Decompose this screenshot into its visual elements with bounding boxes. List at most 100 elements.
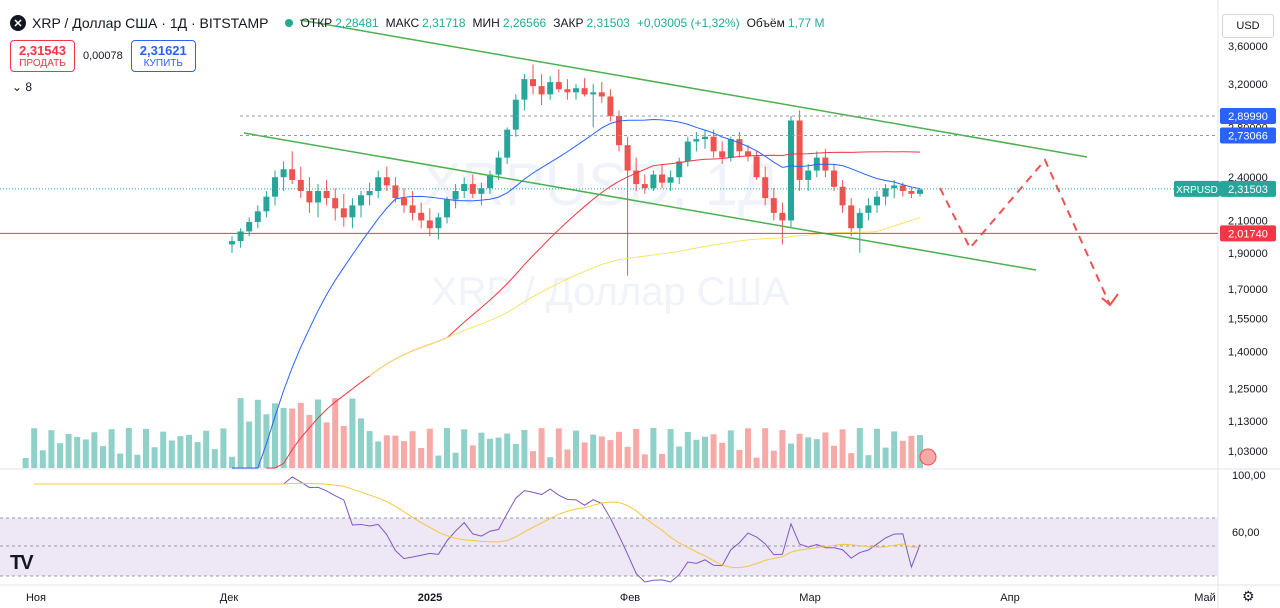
volume-bar — [349, 398, 356, 468]
candle-body — [667, 177, 674, 183]
volume-bar — [796, 433, 803, 468]
volume-bar — [211, 449, 218, 468]
volume-bar — [332, 398, 339, 468]
candle-body — [659, 174, 665, 183]
ma-blue-line — [232, 119, 921, 469]
projection-arrow-icon — [1101, 293, 1119, 307]
price-level-value: 2,01740 — [1228, 228, 1268, 240]
volume-bar — [452, 452, 459, 468]
candle-body — [254, 211, 261, 222]
volume-bar — [297, 402, 304, 468]
volume-bar — [194, 442, 201, 468]
indicators-toggle[interactable]: ⌄ 8 — [12, 80, 33, 94]
price-tick-label: 1,70000 — [1228, 284, 1268, 296]
candle-body — [504, 129, 511, 158]
volume-bar — [555, 428, 562, 468]
price-tick-label: 3,20000 — [1228, 79, 1268, 91]
volume-bar — [392, 435, 399, 468]
candle-body — [616, 115, 622, 146]
candle-body — [426, 220, 433, 229]
candle-body — [289, 169, 296, 180]
candle-body — [581, 88, 588, 95]
volume-bar — [177, 436, 184, 468]
candle-body — [702, 136, 708, 140]
volume-bar — [710, 434, 717, 468]
symbol-tag-label: XRPUSD — [1176, 185, 1218, 196]
volume-bar — [865, 455, 872, 468]
volume-bar — [874, 428, 880, 468]
candle-body — [727, 139, 734, 158]
market-status-icon — [284, 19, 293, 27]
volume-bar — [168, 440, 175, 468]
volume-bar — [254, 399, 261, 468]
volume-bar — [65, 434, 72, 468]
volume-bar — [676, 446, 683, 468]
volume-bar — [641, 454, 648, 468]
volume-bar — [581, 442, 588, 468]
candle-body — [315, 191, 321, 203]
volume-bar — [478, 432, 485, 468]
time-tick-label: Ноя — [26, 592, 46, 604]
event-flag-icon — [919, 448, 937, 466]
candle-body — [555, 82, 562, 90]
volume-bar — [108, 429, 115, 468]
volume-bar — [229, 456, 235, 468]
price-level-value: 2,31503 — [1228, 184, 1268, 196]
volume-bar — [547, 457, 554, 468]
candle-body — [676, 161, 683, 178]
candle-body — [478, 188, 485, 194]
price-level-label — [1220, 107, 1276, 124]
candle-body — [839, 186, 846, 206]
candle-body — [719, 151, 726, 158]
candle-body — [710, 136, 717, 152]
candle-body — [340, 208, 347, 218]
volume-bar — [521, 429, 528, 468]
candle-body — [848, 205, 855, 229]
chevron-down-icon: ⌄ — [12, 80, 23, 94]
symbol-title[interactable]: XRP / Доллар США · 1Д · BITSTAMP — [32, 15, 269, 31]
watermark-symbol: XRPUSD, 1Д — [421, 151, 778, 218]
candle-body — [770, 198, 777, 213]
volume-bar — [512, 443, 519, 468]
candle-body — [745, 151, 751, 157]
candle-body — [280, 169, 287, 178]
volume-bar — [91, 432, 98, 468]
time-tick-label: 2025 — [418, 592, 442, 604]
volume-bar — [667, 429, 674, 468]
volume-bar — [753, 457, 760, 468]
volume-bar — [899, 440, 906, 468]
volume-bar — [650, 428, 657, 468]
candle-body — [624, 145, 631, 171]
volume-bar — [272, 403, 278, 468]
volume-bar — [263, 414, 270, 468]
chart-header: ✕ XRP / Доллар США · 1Д · BITSTAMP ОТКР 2… — [10, 15, 829, 31]
volume-bar — [831, 445, 837, 468]
volume-bar — [504, 433, 511, 468]
volume-bar — [143, 428, 149, 468]
buy-button[interactable]: 2,31621 КУПИТЬ — [130, 40, 196, 72]
symbol-tag — [1174, 180, 1220, 197]
candle-body — [598, 92, 605, 97]
settings-gear-icon[interactable]: ⚙ — [1242, 588, 1255, 604]
volume-bar — [383, 435, 390, 468]
volume-bar — [805, 437, 812, 468]
candle-body — [375, 177, 382, 192]
sell-button[interactable]: 2,31543 ПРОДАТЬ — [10, 40, 75, 72]
candle-body — [633, 170, 640, 185]
currency-selector[interactable]: USD — [1222, 14, 1274, 38]
volume-bar — [607, 440, 614, 468]
price-tick-label: 2,10000 — [1228, 215, 1268, 227]
volume-bar — [727, 430, 734, 468]
volume-bar — [426, 428, 433, 468]
rsi-tick-label: 100,00 — [1232, 470, 1266, 482]
candle-body — [487, 174, 493, 189]
volume-bar — [659, 453, 665, 468]
volume-bar — [633, 428, 640, 468]
x-icon: ✕ — [10, 15, 26, 31]
volume-bar — [538, 428, 545, 468]
spread-value: 0,00078 — [83, 50, 123, 62]
candle-body — [882, 188, 889, 197]
volume-bar — [39, 450, 46, 468]
channel-lower-line — [243, 132, 1037, 271]
